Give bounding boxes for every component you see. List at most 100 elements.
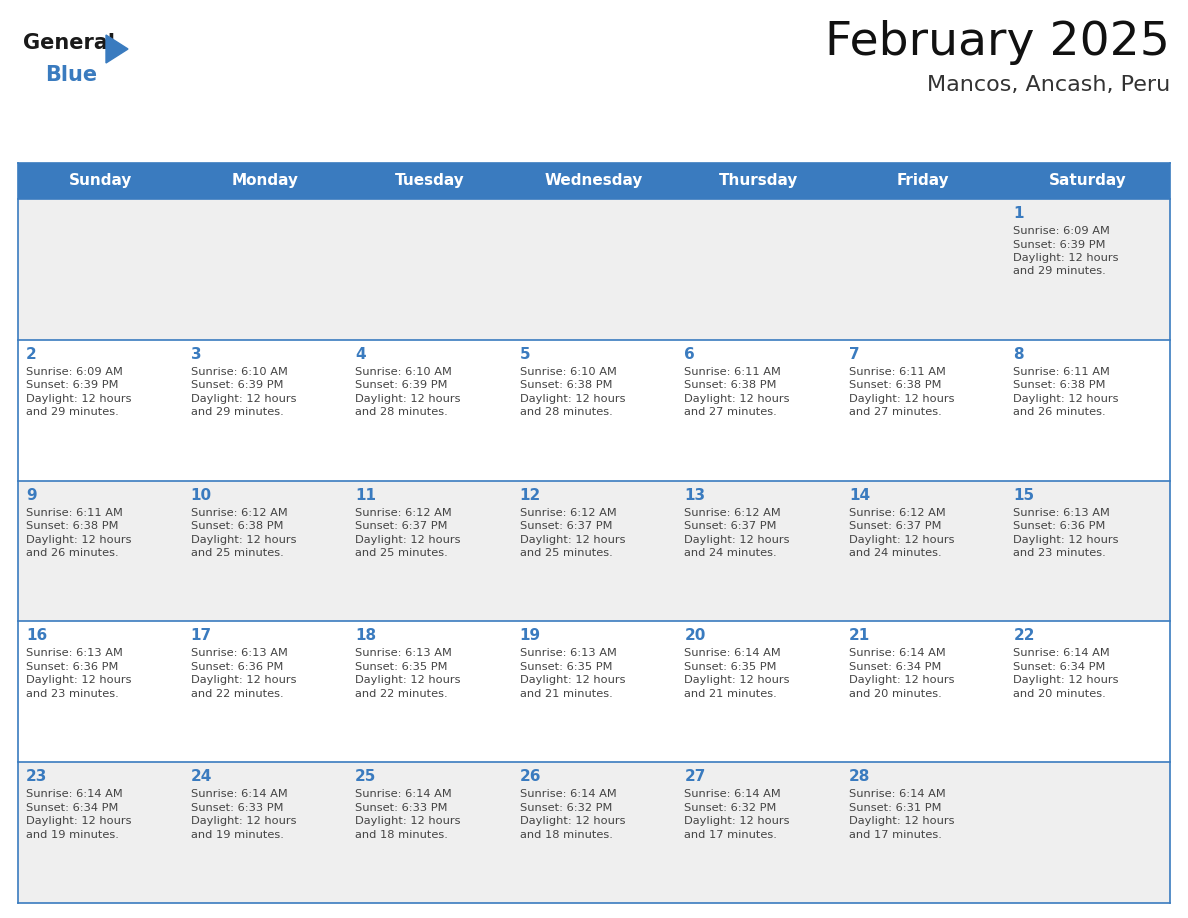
Text: Sunday: Sunday: [69, 174, 132, 188]
Text: and 17 minutes.: and 17 minutes.: [684, 830, 777, 840]
Text: and 22 minutes.: and 22 minutes.: [190, 688, 283, 699]
Text: Sunrise: 6:14 AM: Sunrise: 6:14 AM: [684, 648, 781, 658]
Text: Sunrise: 6:13 AM: Sunrise: 6:13 AM: [519, 648, 617, 658]
Text: 10: 10: [190, 487, 211, 502]
Text: and 18 minutes.: and 18 minutes.: [519, 830, 613, 840]
Text: and 23 minutes.: and 23 minutes.: [1013, 548, 1106, 558]
Text: and 29 minutes.: and 29 minutes.: [190, 408, 283, 418]
Text: Daylight: 12 hours: Daylight: 12 hours: [519, 676, 625, 686]
Text: and 25 minutes.: and 25 minutes.: [519, 548, 613, 558]
Text: and 18 minutes.: and 18 minutes.: [355, 830, 448, 840]
Text: Sunset: 6:36 PM: Sunset: 6:36 PM: [1013, 521, 1106, 532]
Bar: [18, 481, 1170, 621]
Text: 17: 17: [190, 629, 211, 644]
Text: Daylight: 12 hours: Daylight: 12 hours: [519, 816, 625, 826]
Text: Daylight: 12 hours: Daylight: 12 hours: [1013, 394, 1119, 404]
Text: 11: 11: [355, 487, 377, 502]
Text: Daylight: 12 hours: Daylight: 12 hours: [190, 816, 296, 826]
Text: Daylight: 12 hours: Daylight: 12 hours: [849, 816, 954, 826]
Text: and 19 minutes.: and 19 minutes.: [26, 830, 119, 840]
Text: and 25 minutes.: and 25 minutes.: [190, 548, 283, 558]
Text: Daylight: 12 hours: Daylight: 12 hours: [1013, 676, 1119, 686]
Text: and 20 minutes.: and 20 minutes.: [1013, 688, 1106, 699]
Text: and 27 minutes.: and 27 minutes.: [849, 408, 942, 418]
Text: Sunrise: 6:12 AM: Sunrise: 6:12 AM: [849, 508, 946, 518]
Text: Daylight: 12 hours: Daylight: 12 hours: [355, 534, 461, 544]
Text: and 22 minutes.: and 22 minutes.: [355, 688, 448, 699]
Text: February 2025: February 2025: [826, 20, 1170, 65]
Text: 13: 13: [684, 487, 706, 502]
Text: Saturday: Saturday: [1049, 174, 1126, 188]
Text: Sunrise: 6:14 AM: Sunrise: 6:14 AM: [1013, 648, 1110, 658]
Text: Sunrise: 6:09 AM: Sunrise: 6:09 AM: [1013, 226, 1111, 236]
Text: 15: 15: [1013, 487, 1035, 502]
Text: and 23 minutes.: and 23 minutes.: [26, 688, 119, 699]
Text: Sunrise: 6:12 AM: Sunrise: 6:12 AM: [190, 508, 287, 518]
Text: 4: 4: [355, 347, 366, 362]
Polygon shape: [106, 35, 128, 63]
Text: 23: 23: [26, 769, 48, 784]
Text: Sunset: 6:38 PM: Sunset: 6:38 PM: [519, 380, 612, 390]
Text: Mancos, Ancash, Peru: Mancos, Ancash, Peru: [927, 75, 1170, 95]
Text: Sunset: 6:37 PM: Sunset: 6:37 PM: [849, 521, 941, 532]
Text: Monday: Monday: [232, 174, 298, 188]
Text: 12: 12: [519, 487, 541, 502]
Bar: [18, 762, 1170, 903]
Text: Sunset: 6:37 PM: Sunset: 6:37 PM: [355, 521, 448, 532]
Text: Sunset: 6:38 PM: Sunset: 6:38 PM: [849, 380, 941, 390]
Text: Tuesday: Tuesday: [394, 174, 465, 188]
Text: Sunset: 6:33 PM: Sunset: 6:33 PM: [355, 802, 448, 812]
Text: and 28 minutes.: and 28 minutes.: [519, 408, 613, 418]
Text: Blue: Blue: [45, 65, 97, 85]
Text: 25: 25: [355, 769, 377, 784]
Text: Sunrise: 6:14 AM: Sunrise: 6:14 AM: [519, 789, 617, 800]
Text: 6: 6: [684, 347, 695, 362]
Text: Sunset: 6:39 PM: Sunset: 6:39 PM: [355, 380, 448, 390]
Text: Daylight: 12 hours: Daylight: 12 hours: [355, 676, 461, 686]
Text: 16: 16: [26, 629, 48, 644]
Text: Sunrise: 6:14 AM: Sunrise: 6:14 AM: [849, 789, 946, 800]
Text: Sunset: 6:35 PM: Sunset: 6:35 PM: [519, 662, 612, 672]
Text: Sunrise: 6:14 AM: Sunrise: 6:14 AM: [355, 789, 451, 800]
Text: Sunset: 6:39 PM: Sunset: 6:39 PM: [190, 380, 283, 390]
Text: Daylight: 12 hours: Daylight: 12 hours: [684, 394, 790, 404]
Bar: [18, 340, 1170, 481]
Text: Sunset: 6:37 PM: Sunset: 6:37 PM: [684, 521, 777, 532]
Text: Sunrise: 6:11 AM: Sunrise: 6:11 AM: [849, 367, 946, 376]
Text: Sunset: 6:35 PM: Sunset: 6:35 PM: [355, 662, 448, 672]
Text: Sunrise: 6:10 AM: Sunrise: 6:10 AM: [519, 367, 617, 376]
Text: Sunrise: 6:12 AM: Sunrise: 6:12 AM: [355, 508, 451, 518]
Text: and 29 minutes.: and 29 minutes.: [1013, 266, 1106, 276]
Text: Daylight: 12 hours: Daylight: 12 hours: [519, 534, 625, 544]
Text: Sunset: 6:35 PM: Sunset: 6:35 PM: [684, 662, 777, 672]
Text: Daylight: 12 hours: Daylight: 12 hours: [1013, 534, 1119, 544]
Text: Daylight: 12 hours: Daylight: 12 hours: [849, 676, 954, 686]
Text: Daylight: 12 hours: Daylight: 12 hours: [190, 394, 296, 404]
Text: 18: 18: [355, 629, 377, 644]
Text: Daylight: 12 hours: Daylight: 12 hours: [190, 534, 296, 544]
Text: 28: 28: [849, 769, 871, 784]
Text: Daylight: 12 hours: Daylight: 12 hours: [190, 676, 296, 686]
Text: Friday: Friday: [897, 174, 949, 188]
Text: Sunrise: 6:13 AM: Sunrise: 6:13 AM: [190, 648, 287, 658]
Text: Daylight: 12 hours: Daylight: 12 hours: [355, 816, 461, 826]
Text: Daylight: 12 hours: Daylight: 12 hours: [1013, 253, 1119, 263]
Text: 22: 22: [1013, 629, 1035, 644]
Text: Sunset: 6:32 PM: Sunset: 6:32 PM: [519, 802, 612, 812]
Text: and 21 minutes.: and 21 minutes.: [684, 688, 777, 699]
Text: and 19 minutes.: and 19 minutes.: [190, 830, 284, 840]
Text: and 28 minutes.: and 28 minutes.: [355, 408, 448, 418]
Text: Sunset: 6:31 PM: Sunset: 6:31 PM: [849, 802, 941, 812]
Text: Daylight: 12 hours: Daylight: 12 hours: [684, 816, 790, 826]
Text: 8: 8: [1013, 347, 1024, 362]
Text: Sunset: 6:39 PM: Sunset: 6:39 PM: [1013, 240, 1106, 250]
Text: Sunset: 6:38 PM: Sunset: 6:38 PM: [26, 521, 119, 532]
Text: Sunrise: 6:11 AM: Sunrise: 6:11 AM: [1013, 367, 1111, 376]
Text: Daylight: 12 hours: Daylight: 12 hours: [849, 394, 954, 404]
Text: Daylight: 12 hours: Daylight: 12 hours: [26, 676, 132, 686]
Text: 7: 7: [849, 347, 859, 362]
Text: Sunset: 6:36 PM: Sunset: 6:36 PM: [190, 662, 283, 672]
Text: Sunset: 6:33 PM: Sunset: 6:33 PM: [190, 802, 283, 812]
Text: Sunset: 6:38 PM: Sunset: 6:38 PM: [1013, 380, 1106, 390]
Text: 2: 2: [26, 347, 37, 362]
